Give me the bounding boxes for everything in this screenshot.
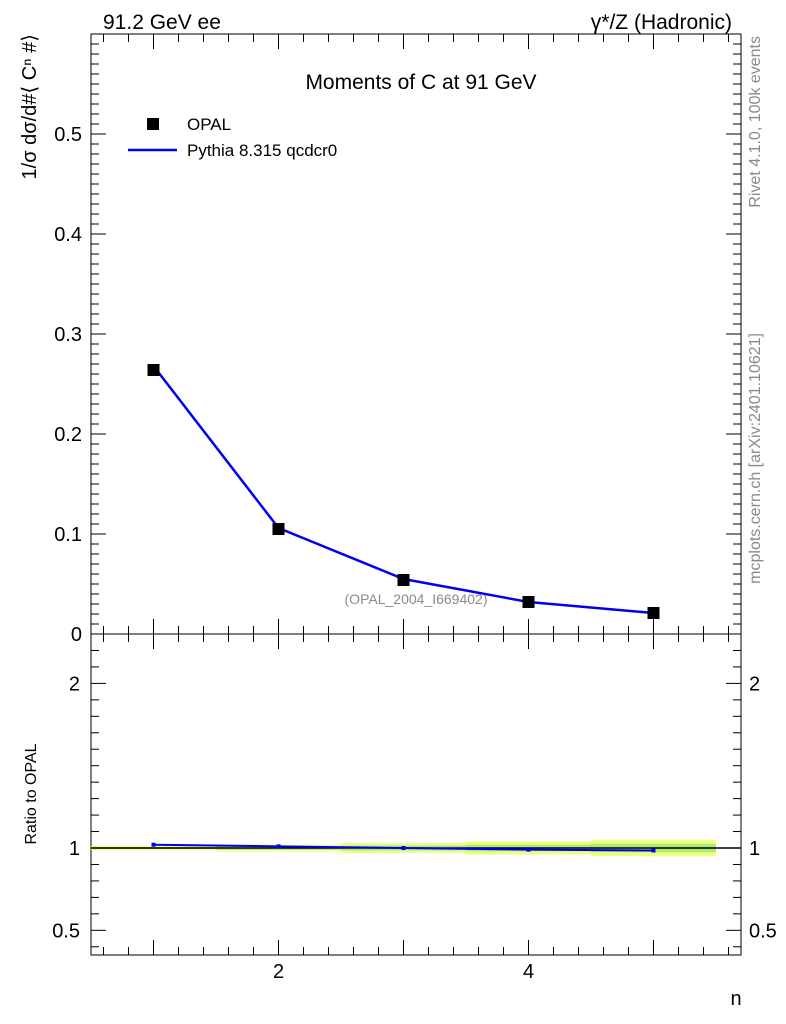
ratio-data-point xyxy=(526,847,531,852)
main-y-axis-label: 1/σ dσ/d#⟨ Cⁿ #⟩ xyxy=(19,34,41,179)
main-series-group xyxy=(147,364,660,619)
header-left-label: 91.2 GeV ee xyxy=(103,11,221,34)
legend-opal-marker xyxy=(147,118,159,130)
x-tick-label: 2 xyxy=(273,961,284,983)
main-ytick-label: 0.5 xyxy=(54,124,82,146)
ratio-data-point xyxy=(151,842,156,847)
ratio-axis-ticks xyxy=(91,634,741,955)
ratio-ytick-label-left: 1 xyxy=(69,838,80,860)
ratio-data-point xyxy=(651,848,656,853)
main-ytick-label: 0.3 xyxy=(54,324,82,346)
main-ytick-labels: 0.1 0.2 0.3 0.4 0.5 0 xyxy=(54,124,82,646)
legend-pythia-label: Pythia 8.315 qcdcr0 xyxy=(187,141,337,160)
ratio-ytick-label-right: 1 xyxy=(749,838,760,860)
opal-data-point xyxy=(147,364,160,376)
opal-data-point xyxy=(647,607,660,619)
ratio-ytick-label-left: 2 xyxy=(69,673,80,695)
header-right-label: γ*/Z (Hadronic) xyxy=(591,11,732,34)
main-ytick-label: 0.1 xyxy=(54,524,82,546)
opal-data-point xyxy=(522,596,535,608)
main-axis-ticks xyxy=(91,33,741,634)
ratio-ytick-labels: 0.5 0.5 1 1 2 2 xyxy=(52,673,777,942)
mcplots-label: mcplots.cern.ch [arXiv:2401.10621] xyxy=(747,333,764,584)
opal-data-point xyxy=(397,574,410,586)
ratio-ytick-label-right: 0.5 xyxy=(749,920,777,942)
ratio-data-point xyxy=(276,844,281,849)
ratio-ytick-label-right: 2 xyxy=(749,673,760,695)
ratio-series-group xyxy=(151,842,656,853)
rivet-label: Rivet 4.1.0, 100k events xyxy=(747,36,764,208)
opal-data-point xyxy=(272,523,285,535)
ratio-ytick-label-left: 0.5 xyxy=(52,920,80,942)
ratio-y-axis-label: Ratio to OPAL xyxy=(23,743,40,844)
main-ytick-label: 0.2 xyxy=(54,424,82,446)
ratio-panel-frame xyxy=(90,633,742,956)
x-tick-label: 4 xyxy=(523,961,534,983)
legend-opal-label: OPAL xyxy=(187,115,231,134)
main-ytick-label-zero: 0 xyxy=(71,624,82,646)
ratio-data-point xyxy=(401,846,406,850)
chart-title: Moments of C at 91 GeV xyxy=(305,71,536,94)
analysis-annotation: (OPAL_2004_I669402) xyxy=(345,591,488,607)
main-ytick-label: 0.4 xyxy=(54,224,82,246)
x-axis-label: n xyxy=(730,988,741,1010)
